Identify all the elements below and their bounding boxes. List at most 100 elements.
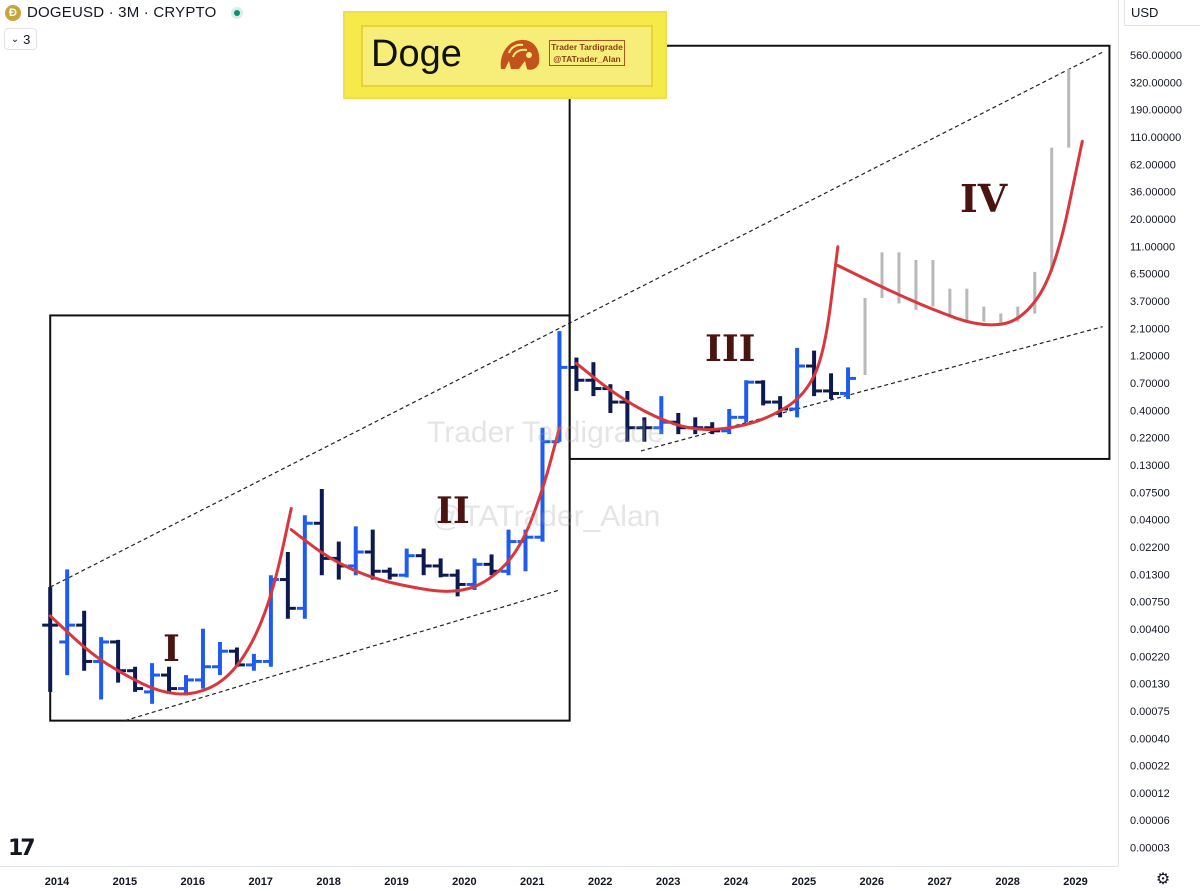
y-tick-label: 0.07500 [1130, 487, 1170, 499]
y-tick-label: 3.70000 [1130, 296, 1170, 308]
y-tick-label: 6.50000 [1130, 269, 1170, 281]
y-tick-label: 190.00000 [1130, 105, 1182, 117]
wave-label-1: I [163, 628, 180, 670]
banner-frame: Doge Trader Tardigrade @TATrader_Alan [361, 25, 653, 87]
ohlc-bar [381, 567, 398, 580]
signature-line2: @TATrader_Alan [553, 54, 621, 64]
y-tick-label: 0.70000 [1130, 378, 1170, 390]
wave-label-4: IV [960, 176, 1008, 221]
ohlc-bar [245, 653, 262, 671]
ohlc-bar [42, 587, 59, 692]
ohlc-bar [93, 637, 110, 700]
ohlc-bar [110, 639, 127, 683]
signature-stamp: Trader Tardigrade @TATrader_Alan [549, 40, 625, 66]
ohlc-bar [755, 380, 772, 406]
x-tick-label: 2026 [860, 876, 884, 888]
y-tick-label: 110.00000 [1130, 132, 1181, 144]
ohlc-bar [313, 488, 330, 576]
settings-gear-icon[interactable]: ⚙ [1155, 871, 1171, 888]
ohlc-bar [144, 663, 161, 704]
price-axis-border [1118, 0, 1119, 866]
y-tick-label: 0.01300 [1130, 569, 1170, 581]
ohlc-bar [262, 575, 279, 667]
y-tick-label: 0.00750 [1130, 597, 1170, 609]
indicator-collapse-button[interactable]: ⌄ 3 [4, 28, 37, 50]
x-tick-label: 2023 [656, 876, 680, 888]
ohlc-bar [466, 558, 483, 590]
y-tick-label: 1.20000 [1130, 351, 1170, 363]
y-tick-label: 0.00040 [1130, 733, 1170, 745]
x-tick-label: 2022 [588, 876, 612, 888]
ohlc-bar [721, 408, 738, 435]
ohlc-bar [347, 526, 364, 576]
y-tick-label: 20.00000 [1130, 214, 1176, 226]
ohlc-bar [279, 551, 296, 619]
y-tick-label: 320.00000 [1130, 77, 1182, 89]
tradingview-logo[interactable]: 17 [8, 836, 36, 861]
ohlc-bar [789, 347, 806, 418]
ohlc-bar [432, 558, 449, 578]
y-tick-label: 36.00000 [1130, 187, 1176, 199]
chevron-down-icon: ⌄ [10, 33, 20, 45]
channel-line-1 [49, 51, 1103, 588]
x-tick-label: 2016 [181, 876, 205, 888]
y-tick-label: 62.00000 [1130, 159, 1176, 171]
x-tick-label: 2018 [316, 876, 340, 888]
y-tick-label: 0.00003 [1130, 843, 1170, 855]
currency-selector[interactable]: USD [1124, 0, 1200, 26]
y-tick-label: 0.22000 [1130, 433, 1170, 445]
wave-curve-3 [574, 245, 840, 432]
banner-title: Doge [371, 33, 462, 75]
y-tick-label: 0.40000 [1130, 405, 1170, 417]
x-tick-label: 2019 [384, 876, 408, 888]
y-tick-label: 0.00130 [1130, 679, 1170, 691]
x-tick-label: 2027 [927, 876, 951, 888]
wave-box-2 [568, 44, 1111, 460]
doge-banner: Doge Trader Tardigrade @TATrader_Alan [345, 13, 665, 97]
x-tick-label: 2021 [520, 876, 544, 888]
ohlc-bar [296, 515, 313, 619]
y-tick-label: 0.13000 [1130, 460, 1170, 472]
wave-label-3: III [705, 328, 756, 370]
x-tick-label: 2017 [248, 876, 272, 888]
x-tick-label: 2028 [995, 876, 1019, 888]
ohlc-bar [398, 548, 415, 578]
ohlc-bar [211, 641, 228, 676]
ohlc-bar [738, 380, 755, 423]
ohlc-bar [500, 529, 517, 576]
wave-curve-1 [48, 506, 293, 696]
tardigrade-mascot-icon [500, 39, 540, 70]
ohlc-bar [161, 666, 178, 692]
market-status-icon[interactable] [231, 7, 243, 19]
signature-line1: Trader Tardigrade [551, 42, 623, 52]
x-tick-label: 2015 [113, 876, 137, 888]
y-tick-label: 0.04000 [1130, 515, 1170, 527]
ohlc-bar [76, 610, 93, 671]
ohlc-bar [59, 569, 76, 676]
ohlc-bar [823, 373, 840, 399]
x-tick-label: 2020 [452, 876, 476, 888]
y-tick-label: 11.00000 [1130, 241, 1175, 253]
ohlc-bar [194, 628, 211, 689]
y-tick-label: 0.00006 [1130, 815, 1170, 827]
ohlc-bar [585, 362, 602, 397]
x-tick-label: 2025 [792, 876, 816, 888]
wave-curve-2 [289, 426, 561, 593]
y-tick-label: 0.00075 [1130, 706, 1170, 718]
y-tick-label: 0.00012 [1130, 788, 1170, 800]
time-axis-border [0, 866, 1118, 867]
y-tick-label: 0.02200 [1130, 542, 1170, 554]
symbol-title[interactable]: DOGEUSD · 3M · CRYPTO [27, 4, 217, 21]
x-tick-label: 2014 [45, 876, 70, 888]
wave-box-1 [49, 314, 571, 722]
channel-line-2 [124, 589, 560, 722]
y-tick-label: 0.00022 [1130, 761, 1170, 773]
x-tick-label: 2024 [724, 876, 749, 888]
indicator-count: 3 [23, 31, 31, 47]
watermark-line1: Trader Tardigrade [427, 416, 664, 449]
wave-label-2: II [436, 490, 470, 532]
ohlc-bar [840, 367, 857, 399]
ohlc-bar [415, 548, 432, 576]
y-tick-label: 560.00000 [1130, 50, 1182, 62]
